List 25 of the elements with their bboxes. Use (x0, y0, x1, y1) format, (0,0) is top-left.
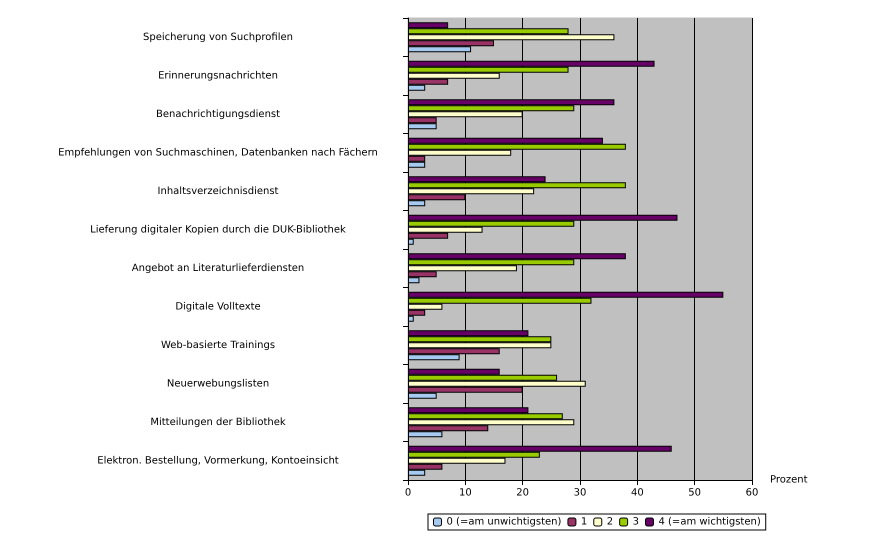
x-axis-title: Prozent (770, 474, 808, 486)
y-tick-label: Neuerwebungslisten (166, 378, 270, 390)
legend-label: 0 (=am unwichtigsten) (446, 516, 562, 528)
y-tick-label: Benachrichtigungsdienst (156, 108, 280, 120)
x-tick-label: 60 (746, 488, 758, 498)
y-tick-label: Digitale Volltexte (175, 301, 261, 312)
y-tick-label: Elektron. Bestellung, Vormerkung, Kontoeinsicht (97, 455, 339, 466)
x-tick-label: 10 (458, 488, 472, 498)
y-tick-label: Empfehlungen von Suchmaschinen, Datenbanken nach Fächern (58, 147, 378, 158)
x-tick-label: 0 (404, 488, 412, 498)
legend-label: 3 (632, 516, 640, 528)
x-tick-label: 30 (574, 488, 586, 498)
x-tick-label: 40 (630, 488, 644, 498)
y-tick-label: Speicherung von Suchprofilen (143, 32, 293, 43)
x-tick-label: 50 (688, 488, 702, 498)
y-tick-label: Erinnerungsnachrichten (158, 70, 278, 82)
legend-label: 1 (580, 516, 588, 528)
legend-label: 2 (606, 516, 614, 528)
y-tick-label: Web-basierte Trainings (160, 340, 276, 351)
y-tick-label: Inhaltsverzeichnisdienst (158, 186, 279, 197)
y-tick-label: Lieferung digitaler Kopien durch die DUK-Bibliothek (90, 224, 346, 236)
y-tick-label: Angebot an Literaturlieferdiensten (132, 262, 304, 274)
x-tick-label: 20 (516, 488, 530, 498)
y-tick-label: Mitteilungen der Bibliothek (150, 416, 286, 428)
legend-label: 4 (=am wichtigsten) (658, 516, 761, 528)
